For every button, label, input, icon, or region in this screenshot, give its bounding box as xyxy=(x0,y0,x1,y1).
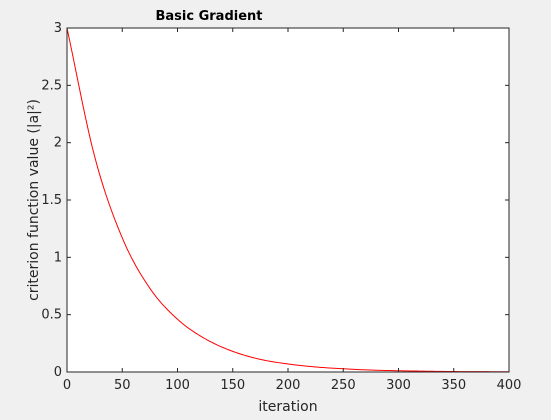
x-tick-label: 400 xyxy=(497,378,522,393)
x-tick-label: 50 xyxy=(114,378,131,393)
y-tick-label: 1 xyxy=(54,250,62,265)
series-layer xyxy=(66,27,510,373)
y-tick-label: 3 xyxy=(54,21,62,36)
x-tick-label: 100 xyxy=(165,378,190,393)
x-tick-label: 0 xyxy=(63,378,71,393)
x-axis-label: iteration xyxy=(258,399,317,415)
tick-layer: 0 50 100 150 200 250 300 350 400 0 0.5 1 1.5 2 2.5 3 xyxy=(41,21,521,393)
x-tick-label: 150 xyxy=(220,378,245,393)
y-axis-label: criterion function value (|a|²) xyxy=(26,99,42,301)
series-line xyxy=(66,27,510,373)
y-tick-label: 1.5 xyxy=(41,193,62,208)
x-tick-label: 250 xyxy=(331,378,356,393)
y-tick-label: 0 xyxy=(54,365,62,380)
x-tick-label: 200 xyxy=(276,378,301,393)
y-tick-label: 2.5 xyxy=(41,78,62,93)
y-tick-label: 0.5 xyxy=(41,308,62,323)
plot-area xyxy=(67,28,509,372)
chart-title: Basic Gradient xyxy=(155,9,262,24)
y-tick-label: 2 xyxy=(54,136,62,151)
x-tick-label: 350 xyxy=(441,378,466,393)
x-tick-label: 300 xyxy=(386,378,411,393)
